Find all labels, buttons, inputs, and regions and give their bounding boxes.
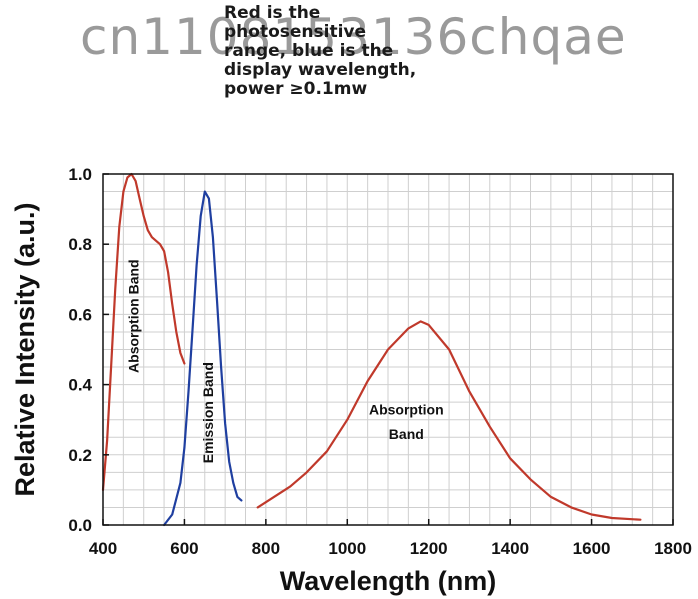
annotation-label: Emission Band bbox=[200, 362, 216, 463]
chart-annotations: Absorption Band Emission Band Absorption Ba… bbox=[125, 259, 443, 463]
series-line-1 bbox=[101, 172, 186, 491]
note-line-4: display wavelength, bbox=[224, 60, 417, 80]
y-tick-label: 0.4 bbox=[68, 376, 92, 395]
y-tick-label: 0.2 bbox=[68, 446, 92, 465]
plot-frame bbox=[102, 173, 674, 526]
y-tick-label: 0.6 bbox=[68, 305, 92, 324]
x-tick-label: 1800 bbox=[654, 539, 692, 558]
x-tick-label: 1400 bbox=[491, 539, 529, 558]
series-line-3 bbox=[256, 320, 642, 521]
y-axis-title: Relative Intensity (a.u.) bbox=[10, 202, 40, 496]
annotation-label: Absorption Band bbox=[125, 259, 141, 373]
note-line-5: power ≥0.1mw bbox=[224, 79, 368, 99]
x-tick-label: 400 bbox=[89, 539, 117, 558]
y-tick-label: 0.8 bbox=[68, 235, 92, 254]
x-tick-label: 600 bbox=[170, 539, 198, 558]
plot-series bbox=[101, 172, 642, 527]
x-tick-label: 1200 bbox=[410, 539, 448, 558]
y-tick-label: 1.0 bbox=[68, 165, 92, 184]
series-line-2 bbox=[163, 190, 243, 527]
caption-note: Red is the photosensitive range, blue is… bbox=[224, 4, 464, 99]
axes-frame bbox=[102, 173, 674, 526]
x-tick-label: 1600 bbox=[573, 539, 611, 558]
tick-labels: 400 600 800 1000 1200 1400 1600 1800 0.0 0.2 0.4 0.… bbox=[68, 165, 692, 558]
note-line-2: photosensitive bbox=[224, 22, 367, 42]
annotation-label: Absorption bbox=[369, 401, 444, 417]
note-line-1: Red is the bbox=[224, 3, 321, 23]
annotation-label: Band bbox=[389, 426, 424, 442]
x-tick-label: 800 bbox=[252, 539, 280, 558]
x-tick-label: 1000 bbox=[328, 539, 366, 558]
y-tick-label: 0.0 bbox=[68, 516, 92, 535]
x-axis-title: Wavelength (nm) bbox=[280, 566, 497, 596]
note-line-3: range, blue is the bbox=[224, 41, 394, 61]
watermark-text: cn1108153136chqae bbox=[80, 8, 627, 66]
grid-lines bbox=[102, 173, 674, 526]
